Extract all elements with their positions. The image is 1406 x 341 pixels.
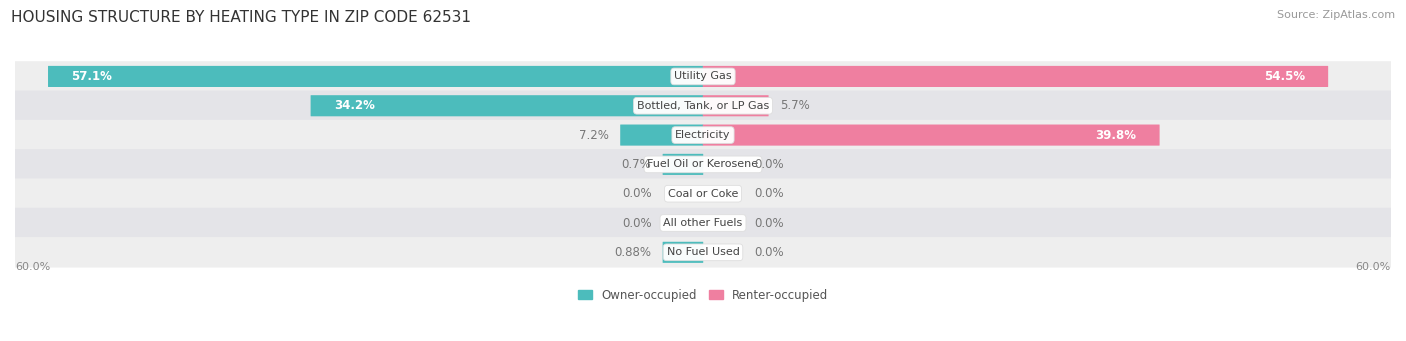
- Text: Fuel Oil or Kerosene: Fuel Oil or Kerosene: [647, 159, 759, 169]
- Text: 0.0%: 0.0%: [755, 246, 785, 259]
- FancyBboxPatch shape: [15, 61, 1391, 92]
- Text: 54.5%: 54.5%: [1264, 70, 1305, 83]
- FancyBboxPatch shape: [662, 242, 703, 263]
- Legend: Owner-occupied, Renter-occupied: Owner-occupied, Renter-occupied: [578, 288, 828, 302]
- Text: 39.8%: 39.8%: [1095, 129, 1136, 142]
- Text: HOUSING STRUCTURE BY HEATING TYPE IN ZIP CODE 62531: HOUSING STRUCTURE BY HEATING TYPE IN ZIP…: [11, 10, 471, 25]
- FancyBboxPatch shape: [703, 66, 1329, 87]
- Text: 57.1%: 57.1%: [72, 70, 112, 83]
- Text: Electricity: Electricity: [675, 130, 731, 140]
- FancyBboxPatch shape: [662, 154, 703, 175]
- FancyBboxPatch shape: [15, 90, 1391, 121]
- FancyBboxPatch shape: [15, 149, 1391, 180]
- Text: 0.7%: 0.7%: [621, 158, 651, 171]
- Text: 7.2%: 7.2%: [579, 129, 609, 142]
- FancyBboxPatch shape: [311, 95, 703, 116]
- FancyBboxPatch shape: [15, 178, 1391, 209]
- Text: Coal or Coke: Coal or Coke: [668, 189, 738, 199]
- Text: 5.7%: 5.7%: [780, 99, 810, 112]
- Text: Bottled, Tank, or LP Gas: Bottled, Tank, or LP Gas: [637, 101, 769, 111]
- Text: 0.0%: 0.0%: [755, 217, 785, 229]
- Text: 0.0%: 0.0%: [755, 158, 785, 171]
- FancyBboxPatch shape: [15, 237, 1391, 268]
- Text: No Fuel Used: No Fuel Used: [666, 247, 740, 257]
- FancyBboxPatch shape: [48, 66, 703, 87]
- FancyBboxPatch shape: [620, 124, 703, 146]
- Text: Source: ZipAtlas.com: Source: ZipAtlas.com: [1277, 10, 1395, 20]
- Text: 60.0%: 60.0%: [15, 262, 51, 272]
- Text: All other Fuels: All other Fuels: [664, 218, 742, 228]
- Text: 60.0%: 60.0%: [1355, 262, 1391, 272]
- Text: 0.88%: 0.88%: [614, 246, 651, 259]
- Text: 34.2%: 34.2%: [333, 99, 374, 112]
- FancyBboxPatch shape: [703, 124, 1160, 146]
- Text: Utility Gas: Utility Gas: [675, 72, 731, 81]
- Text: 0.0%: 0.0%: [621, 187, 651, 200]
- FancyBboxPatch shape: [15, 208, 1391, 238]
- Text: 0.0%: 0.0%: [621, 217, 651, 229]
- Text: 0.0%: 0.0%: [755, 187, 785, 200]
- FancyBboxPatch shape: [703, 95, 769, 116]
- FancyBboxPatch shape: [15, 120, 1391, 150]
